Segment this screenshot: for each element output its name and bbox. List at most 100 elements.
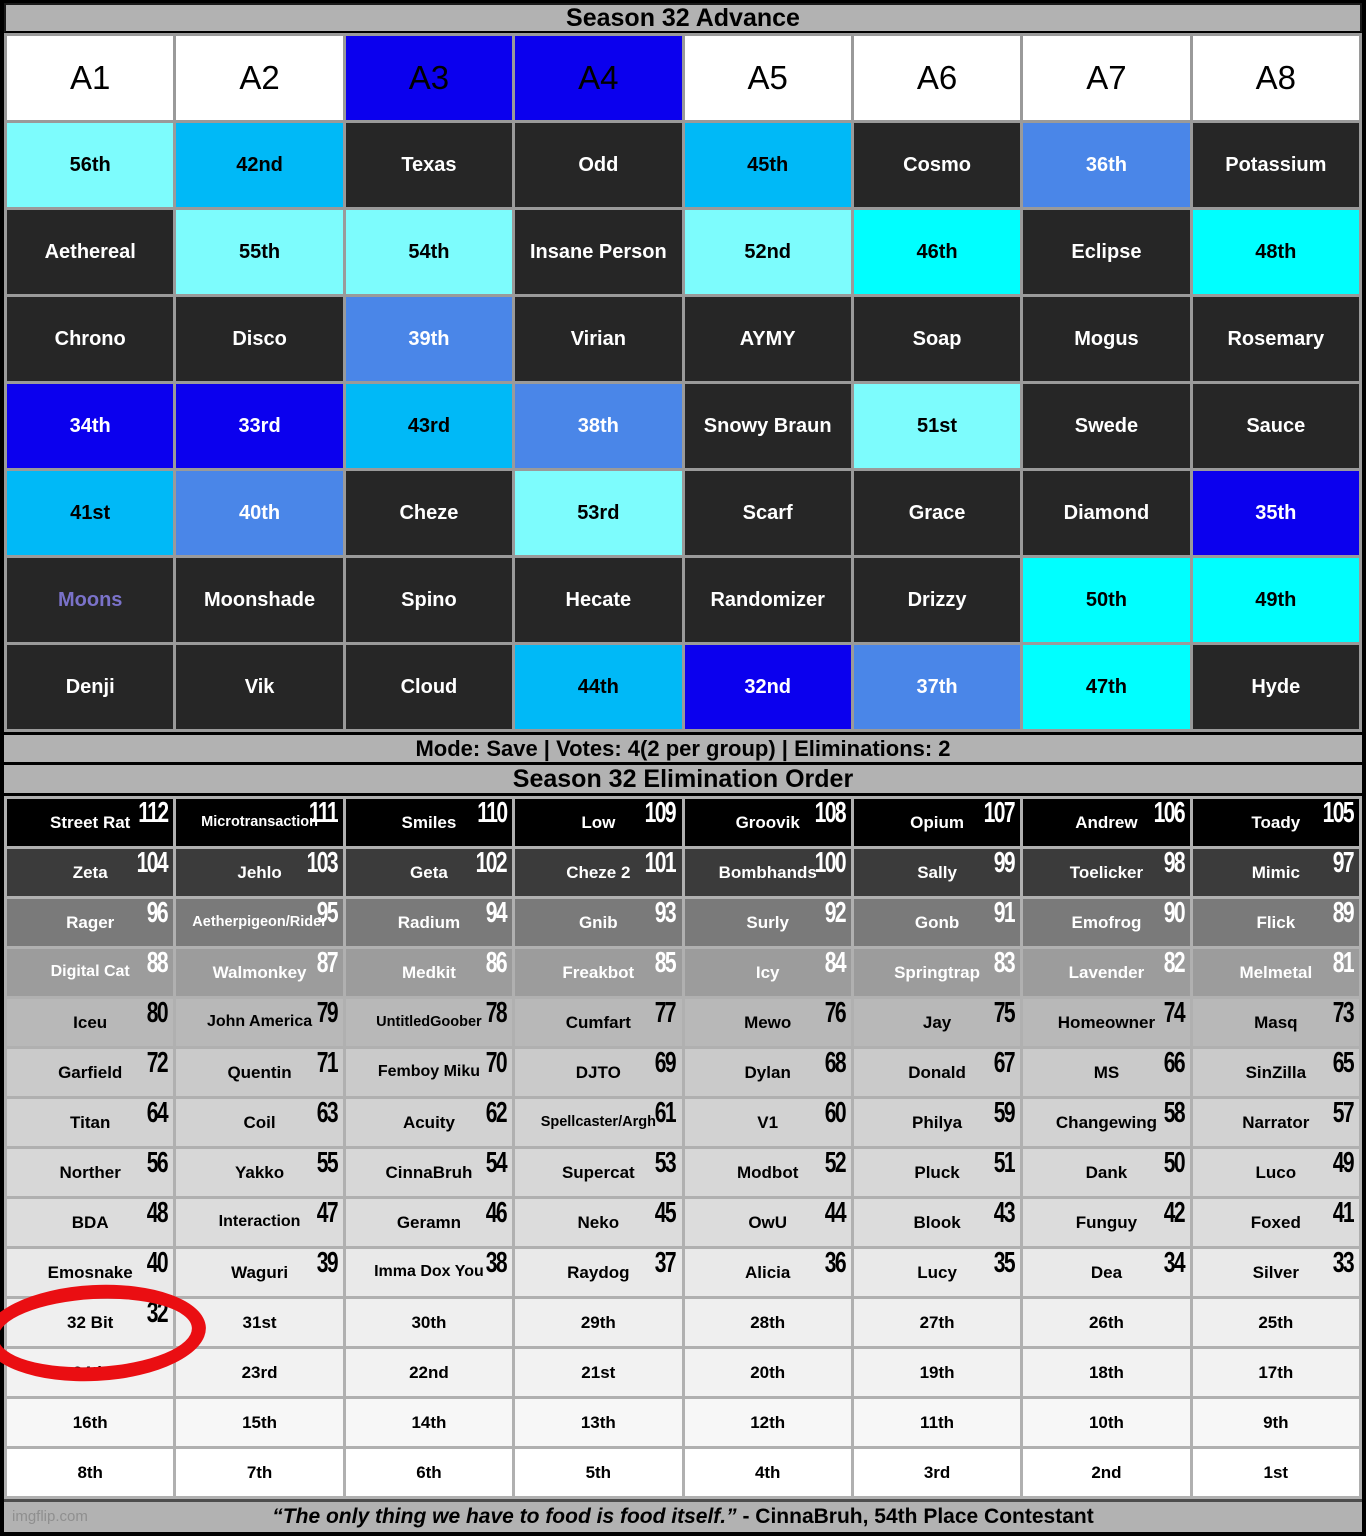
advance-cell: 49th: [1192, 558, 1359, 642]
elim-cell: Jay 75: [853, 998, 1021, 1046]
elim-contestant-name: Interaction: [218, 1213, 301, 1231]
elim-place-number: 55: [316, 1146, 338, 1179]
elim-contestant-name: Changewing: [1055, 1112, 1157, 1132]
elim-contestant-name: Neko: [577, 1212, 620, 1232]
elim-contestant-name: Toelicker: [1069, 862, 1144, 882]
elim-cell: 26th: [1023, 1299, 1190, 1346]
elim-contestant-name: 3rd: [923, 1462, 951, 1482]
elim-cell: Changewing 58: [1023, 1098, 1190, 1146]
elim-contestant-name: 26th: [1088, 1312, 1124, 1332]
elim-place-number: 91: [993, 896, 1016, 929]
elim-contestant-name: 22nd: [409, 1362, 449, 1382]
elim-contestant-name: Alicia: [745, 1262, 791, 1282]
advance-cell: Odd: [515, 123, 682, 207]
elim-cell: Smiles 110: [345, 798, 513, 846]
elim-place-number: 66: [1163, 1046, 1185, 1079]
elim-cell: Donald 67: [853, 1048, 1021, 1096]
elim-place-number: 100: [814, 846, 846, 879]
elim-place-number: 112: [138, 796, 169, 829]
elim-contestant-name: 11th: [920, 1412, 955, 1432]
advance-cell: 45th: [684, 123, 851, 207]
elim-contestant-name: Street Rat: [50, 812, 131, 832]
elim-cell: Supercat 53: [515, 1148, 682, 1196]
elim-contestant-name: 21st: [581, 1362, 616, 1382]
elim-cell: Titan 64: [7, 1098, 174, 1146]
elim-contestant-name: Garfield: [58, 1062, 123, 1082]
elim-place-number: 94: [485, 896, 508, 929]
elim-cell: Opium 107: [853, 796, 1021, 846]
elim-contestant-name: Dea: [1090, 1262, 1123, 1282]
elim-place-number: 107: [983, 796, 1016, 829]
elim-place-number: 32: [147, 1296, 169, 1329]
advance-cell: Sauce: [1192, 384, 1359, 468]
elim-place-number: 43: [993, 1196, 1016, 1229]
elim-contestant-name: Silver: [1252, 1262, 1299, 1282]
advance-cell: Aethereal: [7, 210, 174, 294]
elim-contestant-name: Melmetal: [1239, 962, 1313, 982]
elim-cell: 24th: [7, 1349, 174, 1396]
elim-place-number: 68: [824, 1046, 847, 1079]
elim-contestant-name: Digital Cat: [50, 963, 130, 981]
advance-cell: Virian: [515, 297, 682, 381]
elim-contestant-name: BDA: [71, 1212, 109, 1232]
advance-cell: Randomizer: [684, 558, 851, 642]
advance-cell: 55th: [176, 210, 343, 294]
advance-cell: 52nd: [684, 210, 851, 294]
elim-contestant-name: 8th: [77, 1462, 103, 1482]
elim-contestant-name: Sally: [917, 862, 957, 882]
advance-cell: 37th: [853, 645, 1021, 729]
elim-place-number: 88: [147, 946, 169, 979]
elim-cell: 8th: [7, 1449, 174, 1496]
advance-table: A1 A2 A3 A4 A5 A6 A7 A8 56th 42nd Texas Odd 45th Cosm…: [4, 33, 1362, 732]
elim-contestant-name: Quentin: [227, 1062, 292, 1082]
elim-place-number: 52: [824, 1146, 847, 1179]
elim-contestant-name: 24th: [72, 1362, 108, 1382]
elim-place-number: 41: [1332, 1196, 1355, 1229]
elim-place-number: 36: [824, 1246, 847, 1279]
advance-cell: 53rd: [515, 471, 682, 555]
elim-place-number: 89: [1332, 896, 1355, 929]
elim-place-number: 44: [824, 1196, 847, 1229]
elim-cell: 5th: [515, 1449, 682, 1496]
elim-cell: OwU 44: [684, 1196, 851, 1246]
advance-title: Season 32 Advance: [4, 3, 1362, 33]
elim-contestant-name: Waguri: [231, 1262, 289, 1282]
advance-cell: Soap: [853, 297, 1021, 381]
elim-place-number: 34: [1163, 1246, 1185, 1279]
elim-place-number: 63: [316, 1096, 338, 1129]
elim-cell: Foxed 41: [1192, 1196, 1359, 1246]
elim-place-number: 37: [655, 1246, 677, 1279]
elim-contestant-name: Femboy Miku: [377, 1063, 481, 1081]
advance-header-a8: A8: [1192, 36, 1359, 120]
elim-cell: Norther 56: [7, 1148, 174, 1196]
elim-place-number: 97: [1332, 846, 1355, 879]
elim-place-number: 81: [1332, 946, 1355, 979]
elim-cell: Yakko 55: [176, 1146, 343, 1196]
elim-contestant-name: Supercat: [561, 1162, 635, 1182]
elim-cell: Icy 84: [684, 946, 851, 996]
elim-cell: Cheze 2 101: [515, 848, 682, 896]
elim-cell: Flick 89: [1192, 896, 1359, 946]
elim-cell: Funguy 42: [1023, 1198, 1190, 1246]
elim-place-number: 90: [1163, 896, 1185, 929]
elim-cell: Aetherpigeon/Rider 95: [176, 898, 343, 946]
elim-place-number: 83: [993, 946, 1016, 979]
elim-contestant-name: Coil: [243, 1112, 276, 1132]
advance-header-a3: A3: [345, 36, 513, 120]
elim-place-number: 33: [1332, 1246, 1355, 1279]
advance-header-a1: A1: [7, 36, 174, 120]
elim-contestant-name: 16th: [72, 1412, 108, 1432]
elim-place-number: 49: [1332, 1146, 1355, 1179]
elim-place-number: 111: [308, 796, 339, 829]
advance-cell: Disco: [176, 297, 343, 381]
elim-cell: Neko 45: [515, 1198, 682, 1246]
elim-cell: Digital Cat 88: [7, 946, 174, 996]
advance-header-a6: A6: [853, 36, 1021, 120]
elim-contestant-name: Jehlo: [237, 862, 282, 882]
elim-place-number: 76: [824, 996, 847, 1029]
elim-place-number: 39: [316, 1246, 338, 1279]
elim-place-number: 71: [316, 1046, 338, 1079]
elim-cell: 12th: [684, 1399, 851, 1446]
elim-cell: 29th: [515, 1299, 682, 1346]
elim-place-number: 84: [824, 946, 847, 979]
